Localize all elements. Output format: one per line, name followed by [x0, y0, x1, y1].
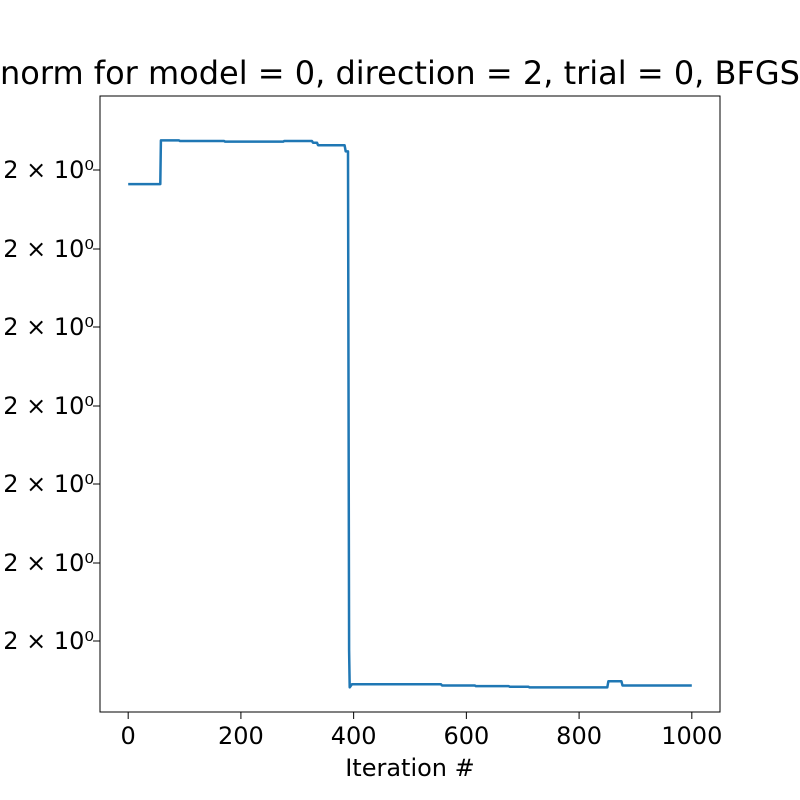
chart-title: norm for model = 0, direction = 2, trial…	[0, 54, 800, 92]
x-tick-label: 200	[218, 722, 264, 750]
y-tick-label: 2 × 10⁰	[3, 627, 94, 655]
x-tick-label: 1000	[661, 722, 722, 750]
y-tick-label: 2 × 10⁰	[3, 235, 94, 263]
plot-area-frame	[99, 95, 721, 713]
y-axis-ticks: 2 × 10⁰ 2 × 10⁰ 2 × 10⁰ 2 × 10⁰ 2 × 10⁰ 2 × 1…	[3, 156, 100, 655]
y-tick-label: 2 × 10⁰	[3, 470, 94, 498]
y-tick-label: 2 × 10⁰	[3, 156, 94, 184]
series-line	[128, 139, 692, 689]
y-tick-label: 2 × 10⁰	[3, 392, 94, 420]
x-tick-label: 400	[331, 722, 377, 750]
x-tick-label: 600	[443, 722, 489, 750]
x-axis-ticks: 0 200 400 600 800 1000	[121, 712, 722, 750]
y-tick-label: 2 × 10⁰	[3, 313, 94, 341]
x-axis-label: Iteration #	[345, 754, 475, 782]
x-tick-label: 800	[556, 722, 602, 750]
y-tick-label: 2 × 10⁰	[3, 549, 94, 577]
x-tick-label: 0	[121, 722, 136, 750]
series-layer	[128, 139, 692, 689]
